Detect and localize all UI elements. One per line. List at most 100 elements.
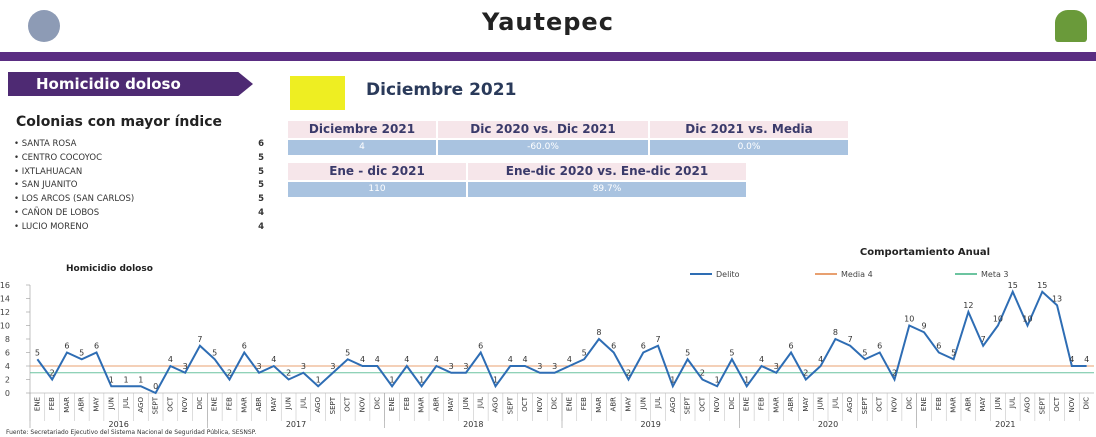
x-tick-label: FEB <box>758 397 766 410</box>
x-tick-label: AGO <box>314 397 322 413</box>
data-label: 3 <box>537 362 542 371</box>
data-label: 1 <box>715 375 720 384</box>
data-label: 1 <box>670 375 675 384</box>
colonia-row: • SANTA ROSA 6 <box>14 139 264 149</box>
x-tick-label: DIC <box>905 397 913 409</box>
data-label: 0 <box>153 382 158 391</box>
colonia-row: • CAÑON DE LOBOS 4 <box>14 208 264 218</box>
line <box>36 289 1087 395</box>
data-label: 5 <box>35 348 40 357</box>
data-label: 4 <box>1069 355 1074 364</box>
table-header: Ene - dic 2021 <box>288 163 466 180</box>
data-label: 8 <box>833 328 838 337</box>
data-label: 5 <box>582 348 587 357</box>
colonia-name: CENTRO COCOYOC <box>21 152 103 163</box>
period: Diciembre 2021 <box>366 80 517 100</box>
data-label: 9 <box>922 321 927 330</box>
data-label: 3 <box>257 362 262 371</box>
data-label: 7 <box>848 335 853 344</box>
x-tick-label: DIC <box>196 397 204 409</box>
colonia-row: • SAN JUANITO 5 <box>14 180 264 191</box>
x-tick-label: JUL <box>299 397 307 409</box>
colonia-count: 6 <box>258 139 264 149</box>
colonia-name: LUCIO MORENO <box>21 221 89 232</box>
table-header: Diciembre 2021 <box>288 121 436 138</box>
x-tick-label: ABR <box>787 397 795 412</box>
chart-subtitle: Comportamiento Anual <box>860 247 990 258</box>
x-tick-label: FEB <box>935 397 943 410</box>
x-tick-label: FEB <box>48 397 56 410</box>
data-label: 4 <box>1084 355 1089 364</box>
data-label: 1 <box>138 375 143 384</box>
data-label: 1 <box>744 375 749 384</box>
x-tick-label: NOV <box>713 397 721 413</box>
data-label: 7 <box>656 335 661 344</box>
data-label: 15 <box>1037 281 1047 290</box>
indicator <box>290 76 345 110</box>
x-tick-label: MAY <box>979 396 987 411</box>
data-label: 10 <box>1022 315 1032 324</box>
table-header: Dic 2021 vs. Media <box>650 121 848 138</box>
table-header: Ene-dic 2020 vs. Ene-dic 2021 <box>468 163 746 180</box>
data-label: 4 <box>375 355 380 364</box>
year-label: 2020 <box>818 420 838 428</box>
x-tick-label: AGO <box>137 397 145 413</box>
data-label: 1 <box>390 375 395 384</box>
colonia-count: 5 <box>258 152 264 163</box>
y-tick-label: 4 <box>5 362 10 371</box>
chart: Homicidio doloso Comportamiento Anual 0 2… <box>0 247 1094 428</box>
y-tick-label: 0 <box>5 389 10 398</box>
x-tick-label: DIC <box>728 397 736 409</box>
x-tick-label: SEPT <box>684 396 692 414</box>
year-label: 2018 <box>463 420 483 428</box>
colonia-row: • LUCIO MORENO 4 <box>14 221 264 232</box>
x-tick-label: NOV <box>1068 397 1076 413</box>
x-tick-label: MAR <box>595 397 603 413</box>
legend-label: Delito <box>716 270 740 279</box>
data-label: 5 <box>79 348 84 357</box>
y-tick-label: 12 <box>0 308 10 317</box>
source: Fuente: Secretariado Ejecutivo del Siste… <box>6 429 257 436</box>
table-cell: 89.7% <box>468 182 746 197</box>
y-tick-label: 10 <box>0 322 10 331</box>
x-tick-label: DIC <box>373 397 381 409</box>
colonia-row: • LOS ARCOS (SAN CARLOS) 5 <box>14 194 264 205</box>
x-tick-label: FEB <box>580 397 588 410</box>
x-tick-label: NOV <box>891 397 899 413</box>
x-tick-label: FEB <box>226 397 234 410</box>
x-tick-label: JUL <box>654 397 662 409</box>
legend-label: Meta 3 <box>981 270 1009 279</box>
data-label: 2 <box>227 369 232 378</box>
x-tick-label: MAR <box>772 397 780 413</box>
data-label: 1 <box>124 375 129 384</box>
colonia-count: 4 <box>258 208 264 218</box>
data-label: 3 <box>301 362 306 371</box>
data-label: 2 <box>50 369 55 378</box>
x-tick-label: SEPT <box>329 396 337 414</box>
data-label: 1 <box>419 375 424 384</box>
x-tick-label: NOV <box>181 397 189 413</box>
year-label: 2021 <box>995 420 1015 428</box>
y-tick-label: 6 <box>5 349 10 358</box>
data-label: 4 <box>567 355 572 364</box>
data-label: 6 <box>641 342 646 351</box>
x-tick-label: ENE <box>920 397 928 411</box>
colonia-count: 5 <box>258 194 264 205</box>
data-label: 2 <box>286 369 291 378</box>
x-tick-label: JUN <box>994 397 1002 410</box>
data-label: 4 <box>168 355 173 364</box>
legend-label: Media 4 <box>841 270 873 279</box>
data-label: 4 <box>360 355 365 364</box>
colonia-name: LOS ARCOS (SAN CARLOS) <box>21 194 135 205</box>
x-tick-label: ENE <box>33 397 41 411</box>
x-tick-label: DIC <box>1083 397 1091 409</box>
x-tick-label: OCT <box>876 396 884 411</box>
data-label: 13 <box>1052 294 1062 303</box>
x-tick-label: MAR <box>63 397 71 413</box>
data-label: 6 <box>936 342 941 351</box>
colonia-name: IXTLAHUACAN <box>21 166 83 177</box>
x-tick-label: SEPT <box>152 396 160 414</box>
x-tick-label: JUN <box>817 397 825 410</box>
x-tick-label: OCT <box>1053 396 1061 411</box>
x-tick-label: SEPT <box>1038 396 1046 414</box>
